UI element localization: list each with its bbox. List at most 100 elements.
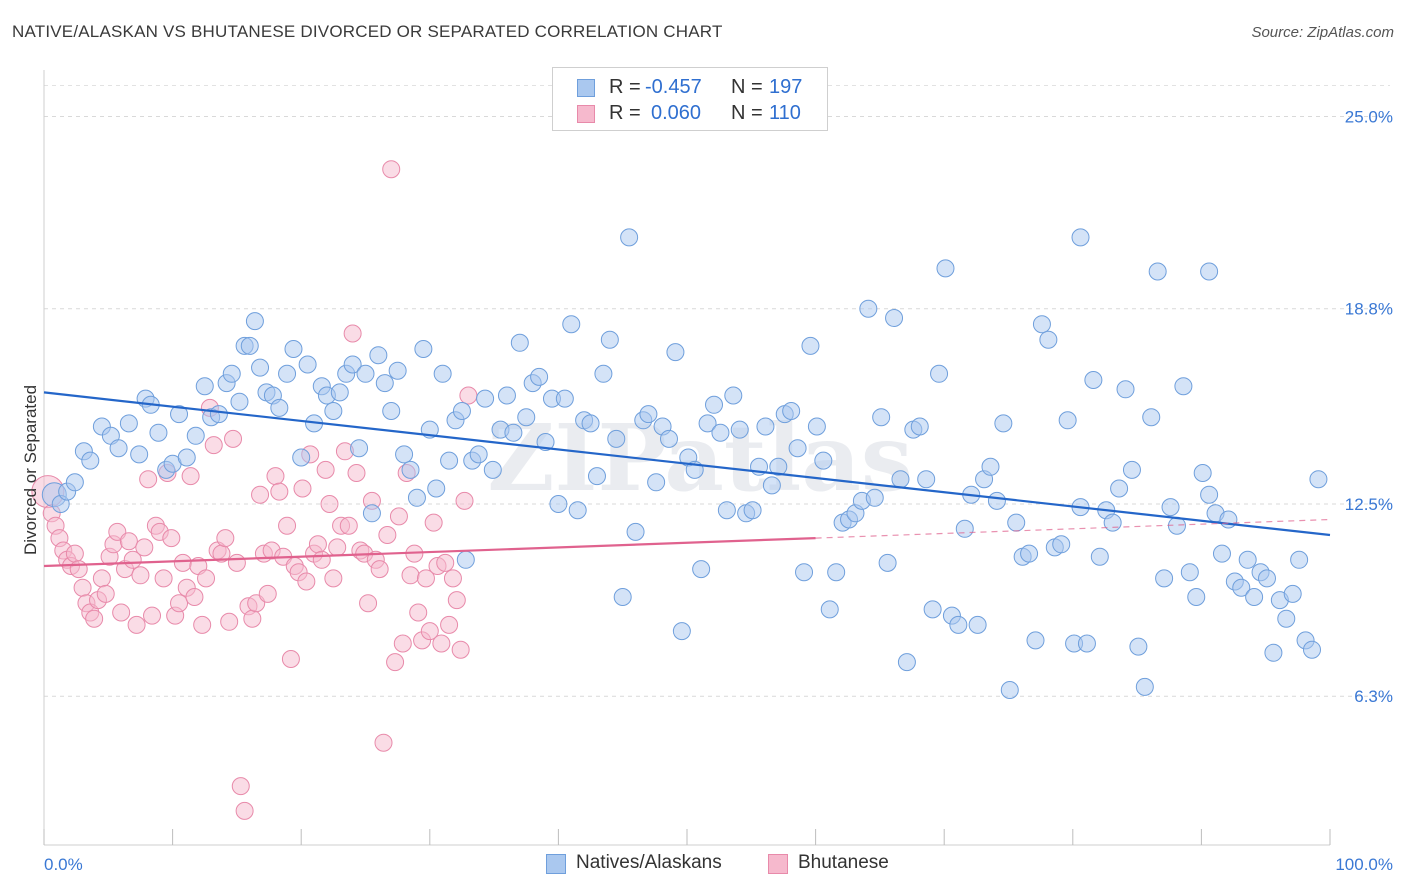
natives-point xyxy=(130,445,149,464)
bhutanese-point xyxy=(251,485,270,504)
chart-title: NATIVE/ALASKAN VS BHUTANESE DIVORCED OR … xyxy=(12,22,723,41)
natives-point xyxy=(433,364,452,383)
natives-point xyxy=(1007,513,1026,532)
bhutanese-point xyxy=(139,470,158,489)
natives-point xyxy=(81,451,100,470)
natives-point xyxy=(1135,677,1154,696)
natives-point xyxy=(936,259,955,278)
natives-point xyxy=(1058,411,1077,430)
natives-point xyxy=(795,563,814,582)
natives-legend-label: Natives/Alaskans xyxy=(576,852,722,873)
natives-point xyxy=(209,405,228,424)
bhutanese-point xyxy=(270,482,289,501)
natives-point xyxy=(647,473,666,492)
bhutanese-point xyxy=(96,584,115,603)
natives-point xyxy=(245,312,264,331)
n-label: N = xyxy=(731,76,763,98)
tick-labels: 6.3% 12.5% 18.8% 25.0% 0.0% 100.0% xyxy=(44,108,1393,875)
natives-point xyxy=(955,519,974,538)
y-tick-label: 25.0% xyxy=(1345,108,1393,127)
bhutanese-point xyxy=(127,615,146,634)
natives-point xyxy=(994,414,1013,433)
natives-point xyxy=(762,476,781,495)
bhutanese-point xyxy=(401,566,420,585)
bhutanese-point xyxy=(92,569,111,588)
natives-point xyxy=(504,423,523,442)
bhutanese-point xyxy=(312,550,331,569)
bhutanese-point xyxy=(339,516,358,535)
bhutanese-point xyxy=(436,553,455,572)
r-value: 0.060 xyxy=(651,102,702,124)
bhutanese-point xyxy=(455,491,474,510)
natives-point xyxy=(1039,330,1058,349)
natives-point xyxy=(711,423,730,442)
natives-point xyxy=(620,228,639,247)
natives-point xyxy=(414,340,433,358)
natives-point xyxy=(820,600,839,619)
natives-point xyxy=(549,495,568,513)
bhutanese-point xyxy=(119,532,138,551)
bhutanese-point xyxy=(85,609,104,628)
natives-point xyxy=(350,439,369,458)
bhutanese-point xyxy=(328,538,347,557)
bhutanese-point xyxy=(73,578,92,597)
natives-point xyxy=(801,336,820,355)
natives-point xyxy=(897,653,916,672)
natives-point xyxy=(730,420,749,439)
bhutanese-point xyxy=(193,615,212,634)
natives-point xyxy=(807,417,826,436)
natives-point xyxy=(375,374,394,393)
bhutanese-point xyxy=(308,535,327,554)
natives-point xyxy=(1302,640,1321,659)
natives-point xyxy=(594,364,613,383)
natives-point xyxy=(1193,464,1212,482)
natives-point xyxy=(607,429,626,448)
natives-point xyxy=(1264,643,1283,662)
natives-point xyxy=(324,402,343,420)
natives-point xyxy=(1116,380,1135,399)
natives-point xyxy=(298,355,317,374)
natives-point xyxy=(717,501,736,520)
trend-lines xyxy=(43,391,1331,568)
natives-point xyxy=(149,423,168,442)
bhutanese-trend-line xyxy=(43,537,816,568)
bhutanese-point xyxy=(324,569,343,588)
bhutanese-point xyxy=(216,529,235,548)
bhutanese-point xyxy=(420,622,439,641)
x-tick-label: 0.0% xyxy=(44,855,83,874)
bhutanese-point xyxy=(162,529,181,548)
natives-point xyxy=(692,560,711,579)
bhutanese-trend-extension xyxy=(815,518,1331,539)
bhutanese-point xyxy=(224,429,243,448)
bhutanese-point xyxy=(123,550,142,569)
bhutanese-point xyxy=(243,609,262,628)
natives-point xyxy=(1103,513,1122,532)
bhutanese-points xyxy=(31,160,478,820)
bhutanese-point xyxy=(389,507,408,526)
natives-point xyxy=(240,336,259,355)
bhutanese-point xyxy=(143,606,162,625)
bhutanese-point xyxy=(231,777,250,796)
bhutanese-point xyxy=(69,560,88,579)
bhutanese-point xyxy=(135,538,154,557)
bhutanese-point xyxy=(293,479,312,498)
bhutanese-point xyxy=(197,569,216,588)
natives-point xyxy=(743,501,762,520)
bhutanese-point xyxy=(393,634,412,653)
bhutanese-point xyxy=(266,467,285,486)
natives-point xyxy=(382,402,401,420)
natives-point xyxy=(517,408,536,427)
r-label: R = xyxy=(609,102,641,124)
natives-point xyxy=(600,330,619,349)
natives-point xyxy=(987,491,1006,510)
bhutanese-point xyxy=(154,569,173,588)
natives-point xyxy=(814,451,833,470)
r-label: R = xyxy=(609,76,641,98)
natives-point xyxy=(1200,485,1219,504)
natives-point xyxy=(1032,315,1051,334)
natives-point xyxy=(1277,609,1296,628)
natives-point xyxy=(1026,631,1045,650)
bhutanese-swatch xyxy=(577,105,595,123)
natives-point xyxy=(626,522,645,541)
natives-point xyxy=(885,309,904,327)
